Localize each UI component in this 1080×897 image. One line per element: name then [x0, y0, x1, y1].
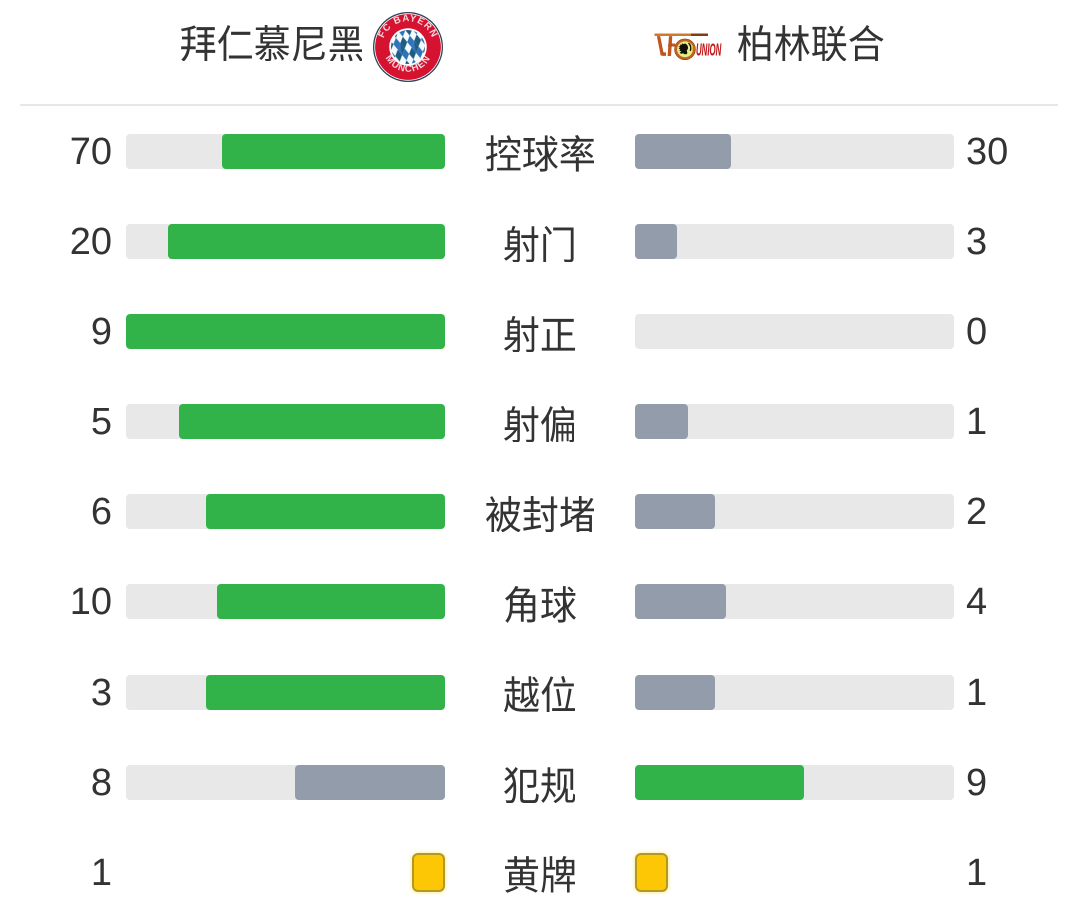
- svg-text:UNION: UNION: [696, 39, 722, 58]
